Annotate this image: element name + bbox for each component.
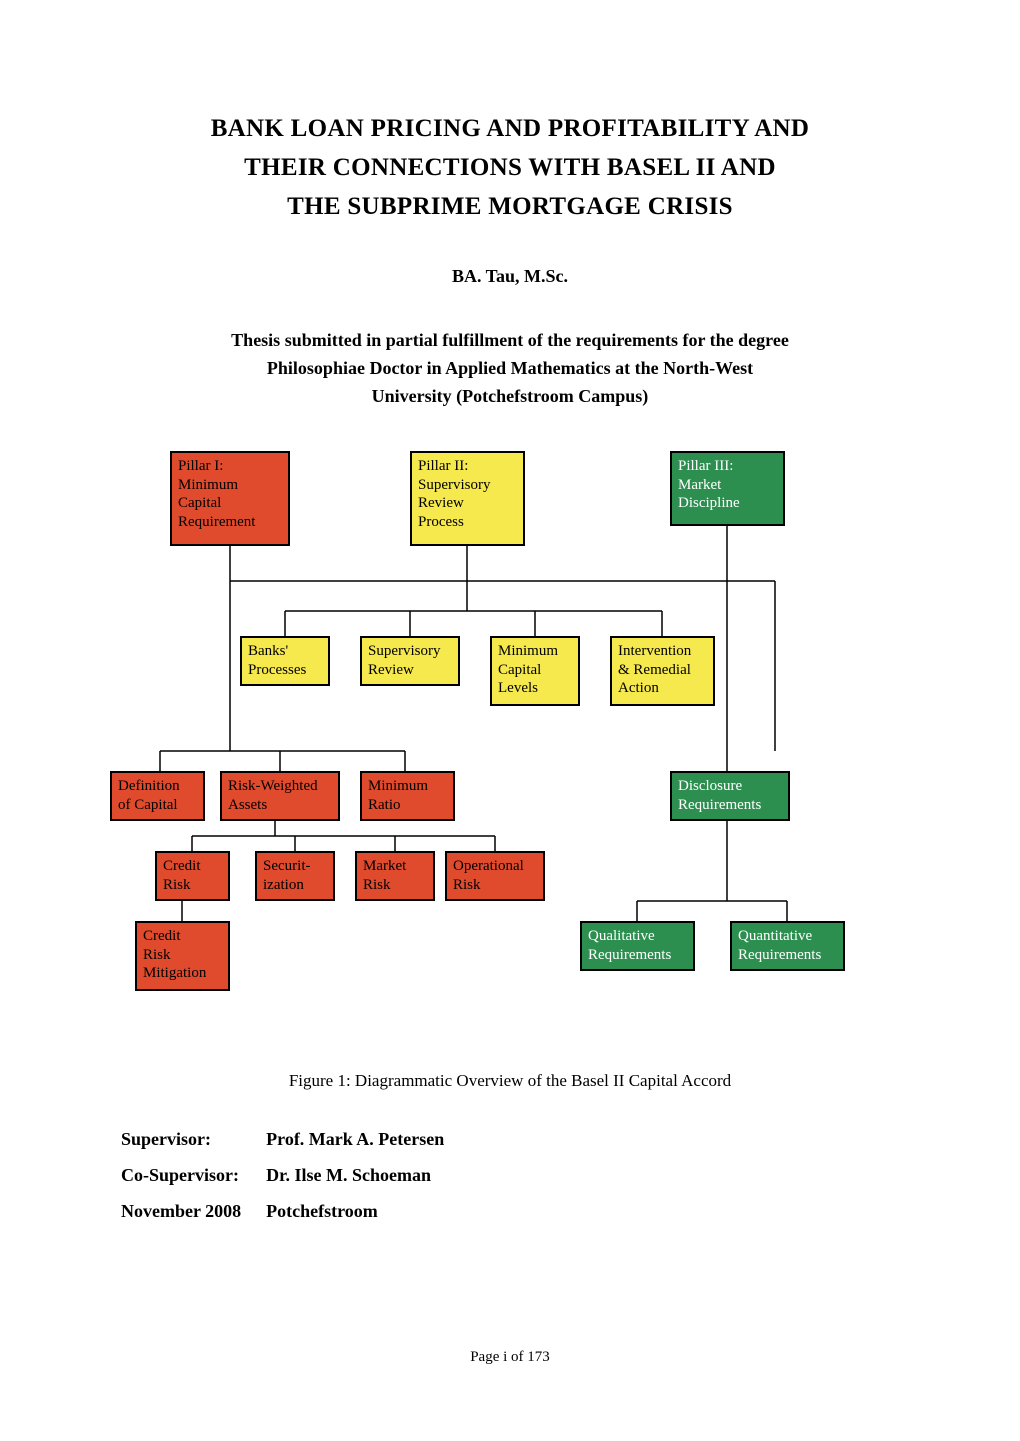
info-row: Supervisor:Prof. Mark A. Petersen xyxy=(120,1121,445,1157)
diagram-node-defcap: Definitionof Capital xyxy=(110,771,205,821)
diagram-node-discreq: DisclosureRequirements xyxy=(670,771,790,821)
author: BA. Tau, M.Sc. xyxy=(100,266,920,287)
diagram-node-pillar3: Pillar III:MarketDiscipline xyxy=(670,451,785,526)
info-value: Dr. Ilse M. Schoeman xyxy=(265,1157,445,1193)
title-line: THE SUBPRIME MORTGAGE CRISIS xyxy=(287,193,733,220)
title-line: THEIR CONNECTIONS WITH BASEL II AND xyxy=(244,154,776,181)
diagram-node-creditrisk: CreditRisk xyxy=(155,851,230,901)
info-value: Potchefstroom xyxy=(265,1193,445,1229)
diagram-node-pillar2: Pillar II:SupervisoryReviewProcess xyxy=(410,451,525,546)
info-row: November 2008Potchefstroom xyxy=(120,1193,445,1229)
info-row: Co-Supervisor:Dr. Ilse M. Schoeman xyxy=(120,1157,445,1193)
diagram-node-interv: Intervention& RemedialAction xyxy=(610,636,715,706)
diagram-node-banksproc: Banks'Processes xyxy=(240,636,330,686)
diagram-node-suprev: SupervisoryReview xyxy=(360,636,460,686)
basel-ii-diagram: Pillar I:MinimumCapitalRequirement Pillar… xyxy=(110,451,910,1051)
diagram-node-qualreq: QualitativeRequirements xyxy=(580,921,695,971)
diagram-node-rwa: Risk-WeightedAssets xyxy=(220,771,340,821)
page-title: BANK LOAN PRICING AND PROFITABILITY AND … xyxy=(100,110,920,226)
title-line: BANK LOAN PRICING AND PROFITABILITY AND xyxy=(211,115,810,142)
thesis-subtitle: Thesis submitted in partial fulfillment … xyxy=(110,327,910,411)
info-label: Supervisor: xyxy=(120,1121,265,1157)
diagram-node-marketrisk: MarketRisk xyxy=(355,851,435,901)
page-number: Page i of 173 xyxy=(100,1349,920,1366)
subtitle-line: Thesis submitted in partial fulfillment … xyxy=(231,330,789,350)
subtitle-line: University (Potchefstroom Campus) xyxy=(372,386,649,406)
diagram-node-oprisk: OperationalRisk xyxy=(445,851,545,901)
diagram-node-creditmit: CreditRiskMitigation xyxy=(135,921,230,991)
diagram-node-securit: Securit-ization xyxy=(255,851,335,901)
info-label: November 2008 xyxy=(120,1193,265,1229)
subtitle-line: Philosophiae Doctor in Applied Mathemati… xyxy=(267,358,753,378)
diagram-node-pillar1: Pillar I:MinimumCapitalRequirement xyxy=(170,451,290,546)
figure-caption: Figure 1: Diagrammatic Overview of the B… xyxy=(100,1071,920,1091)
info-value: Prof. Mark A. Petersen xyxy=(265,1121,445,1157)
diagram-node-quantreq: QuantitativeRequirements xyxy=(730,921,845,971)
diagram-node-mincap: MinimumCapitalLevels xyxy=(490,636,580,706)
supervisor-info: Supervisor:Prof. Mark A. PetersenCo-Supe… xyxy=(120,1121,445,1230)
diagram-node-minratio: MinimumRatio xyxy=(360,771,455,821)
info-label: Co-Supervisor: xyxy=(120,1157,265,1193)
